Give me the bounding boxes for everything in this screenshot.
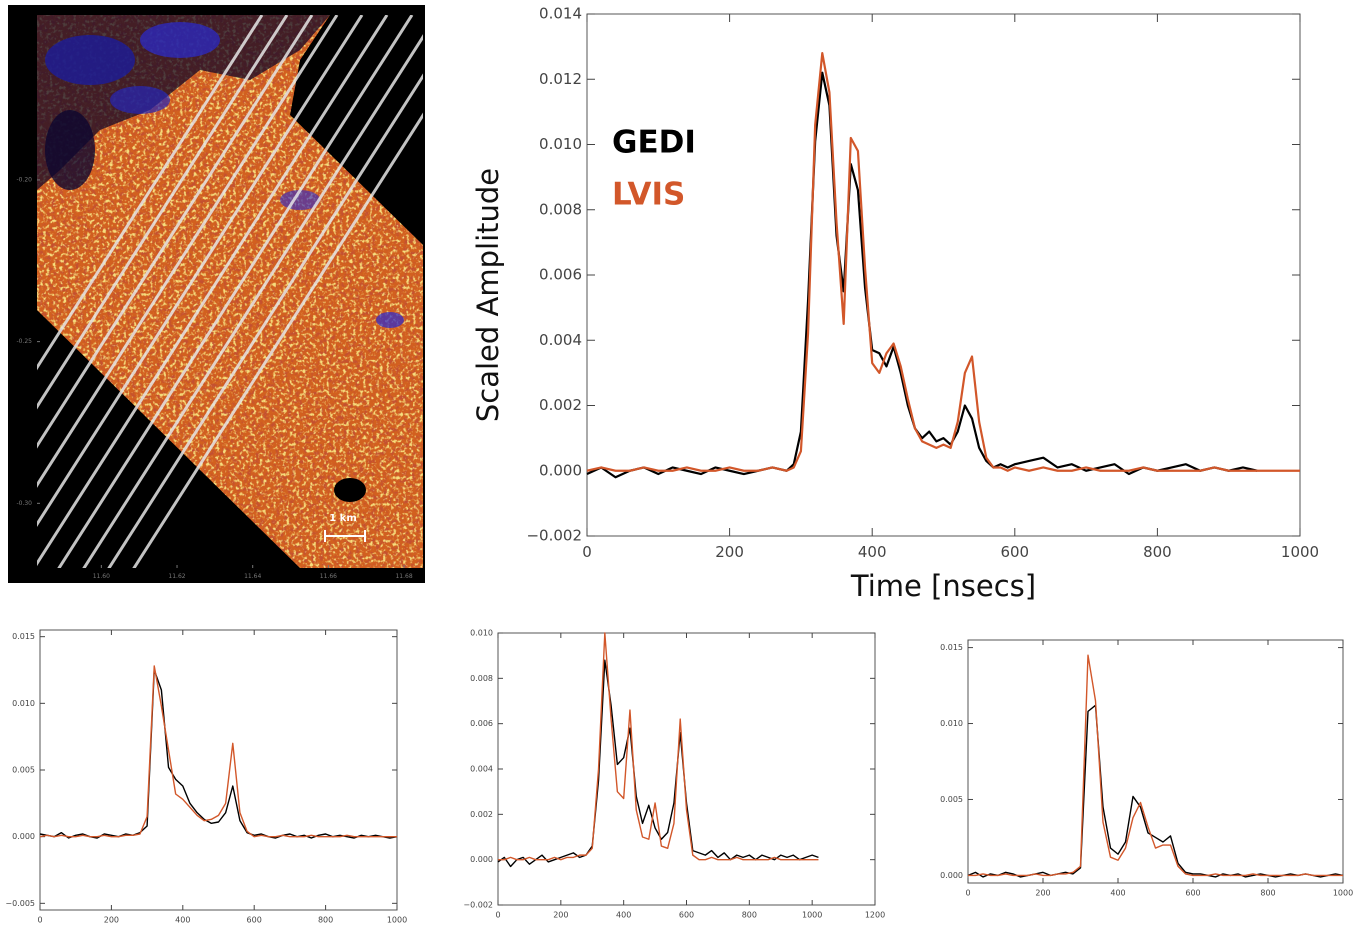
y-tick-label: 0.008 <box>539 200 582 218</box>
x-tick-label: 200 <box>553 911 568 920</box>
x-tick-label: 0 <box>495 911 500 920</box>
y-tick-label: 0.010 <box>12 699 35 708</box>
y-tick-label: 0.005 <box>940 795 963 804</box>
plot-frame <box>967 639 1344 884</box>
series-line <box>498 632 819 861</box>
y-tick-label: -0.30 <box>16 500 32 507</box>
y-tick-label: 0.000 <box>470 855 493 864</box>
series-line <box>967 704 1344 878</box>
x-tick-label: 200 <box>1035 889 1050 898</box>
x-tick-label: 0 <box>37 916 42 923</box>
y-tick-label: 0.002 <box>539 396 582 414</box>
x-tick-label: 0 <box>582 543 592 561</box>
series-line <box>968 654 1343 877</box>
y-tick-label: 0.010 <box>940 719 963 728</box>
plot-frame <box>39 629 398 911</box>
y-tick-label: 0.012 <box>539 70 582 88</box>
series-line <box>497 659 819 868</box>
y-tick-label: −0.005 <box>5 899 35 908</box>
x-tick-label: 1000 <box>1281 543 1319 561</box>
y-tick-label: 0.006 <box>539 266 582 284</box>
x-tick-label: 800 <box>318 916 333 923</box>
y-tick-label: 0.002 <box>470 810 493 819</box>
legend-entry: LVIS <box>612 177 685 213</box>
line-chart: 0 200 400 600 800 1000 −0.005 0.000 0.005 0.010 0.… <box>5 629 407 925</box>
legend-entry: GEDI <box>612 125 696 161</box>
x-tick-label: 600 <box>247 916 262 923</box>
y-tick-label: 0.004 <box>539 331 582 349</box>
series-line <box>39 665 397 838</box>
y-tick-label: 0.015 <box>12 632 35 641</box>
y-tick-label: 0.006 <box>470 719 493 728</box>
x-tick-label: 11.64 <box>244 573 261 580</box>
x-tick-label: 400 <box>1110 889 1125 898</box>
x-tick-label: 1200 <box>865 911 885 920</box>
x-tick-label: 400 <box>858 543 887 561</box>
map-axes: 11.60 11.62 11.64 11.66 11.68 -0.20 -0.25 -0.30 <box>16 176 412 579</box>
x-tick-label: 1000 <box>802 911 822 920</box>
x-tick-label: 400 <box>175 916 190 923</box>
y-tick-label: −0.002 <box>463 901 493 910</box>
y-axis-label: Scaled Amplitude <box>471 168 505 422</box>
x-tick-label: 600 <box>679 911 694 920</box>
y-tick-label: 0.000 <box>940 871 963 880</box>
x-tick-label: 800 <box>1260 889 1275 898</box>
x-tick-label: 800 <box>1143 543 1172 561</box>
line-chart: 0 200 400 600 800 1000 0.000 0.005 0.010 0.015 <box>940 639 1353 898</box>
y-tick-label: −0.002 <box>526 527 582 545</box>
x-axis-label: Time [nsecs] <box>850 569 1036 603</box>
y-tick-label: -0.25 <box>16 338 32 345</box>
series-line <box>586 52 1300 472</box>
x-tick-label: 1000 <box>1333 889 1353 898</box>
y-tick-label: -0.20 <box>16 176 32 183</box>
x-tick-label: 600 <box>1185 889 1200 898</box>
y-tick-label: 0.010 <box>539 135 582 153</box>
y-tick-label: 0.004 <box>470 765 493 774</box>
x-tick-label: 400 <box>616 911 631 920</box>
x-tick-label: 200 <box>715 543 744 561</box>
scale-bar-label: 1 km <box>329 513 357 524</box>
x-tick-label: 1000 <box>387 916 407 923</box>
y-tick-label: 0.014 <box>539 5 582 23</box>
y-tick-label: 0.015 <box>940 643 963 652</box>
y-tick-label: 0.010 <box>470 629 493 638</box>
x-tick-label: 11.68 <box>395 573 412 580</box>
x-tick-label: 200 <box>104 916 119 923</box>
series-line <box>39 669 398 839</box>
plot-frame <box>586 13 1301 537</box>
line-chart: 0 200 400 600 800 1000 1200 −0.002 0.000 0.002 0.0… <box>463 629 885 920</box>
x-tick-label: 11.62 <box>168 573 185 580</box>
y-tick-label: 0.005 <box>12 766 35 775</box>
map-image: 1 km <box>8 5 425 583</box>
x-tick-label: 11.66 <box>320 573 337 580</box>
x-tick-label: 600 <box>1000 543 1029 561</box>
x-tick-label: 11.60 <box>93 573 110 580</box>
x-tick-label: 0 <box>965 889 970 898</box>
y-tick-label: 0.000 <box>12 832 35 841</box>
line-chart: 0 200 400 600 800 1000 −0.002 0.000 0.002 0.004 0.… <box>471 5 1319 604</box>
y-tick-label: 0.008 <box>470 674 493 683</box>
y-tick-label: 0.000 <box>539 461 582 479</box>
x-tick-label: 800 <box>742 911 757 920</box>
plot-frame <box>497 632 876 906</box>
